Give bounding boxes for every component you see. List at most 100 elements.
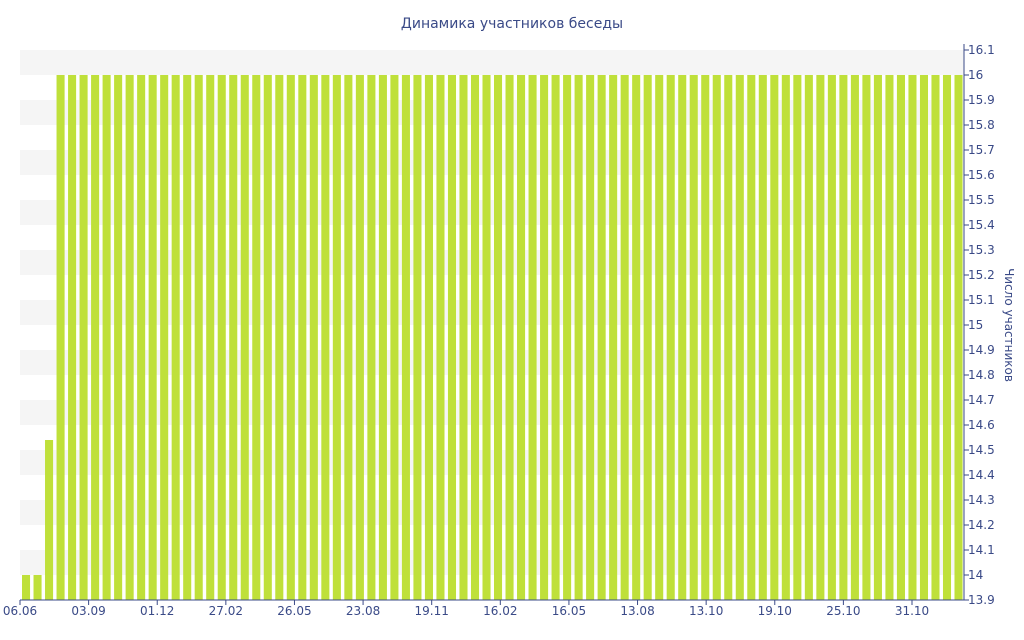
bar — [33, 575, 42, 600]
x-axis-ticks: 06.06 03.09 01.12 27.02 26.05 23.08 19.11 16.02… — [3, 600, 929, 618]
bar — [896, 75, 905, 600]
y-tick-label: 14.1 — [968, 543, 995, 557]
bar — [597, 75, 606, 600]
y-tick-label: 16.1 — [968, 43, 995, 57]
x-tick-label: 27.02 — [209, 604, 243, 618]
bar — [701, 75, 710, 600]
bar — [678, 75, 687, 600]
bar — [839, 75, 848, 600]
bar — [263, 75, 272, 600]
bar — [240, 75, 249, 600]
y-tick-label: 14.4 — [968, 468, 995, 482]
bar — [401, 75, 410, 600]
bar — [735, 75, 744, 600]
bar — [793, 75, 802, 600]
bar — [655, 75, 664, 600]
x-tick-label: 13.08 — [620, 604, 654, 618]
y-tick-label: 15.9 — [968, 93, 995, 107]
bar — [436, 75, 445, 600]
bar — [540, 75, 549, 600]
bar — [298, 75, 307, 600]
bar — [252, 75, 261, 600]
y-tick-label: 14.6 — [968, 418, 995, 432]
bar — [873, 75, 882, 600]
bar — [758, 75, 767, 600]
bar — [724, 75, 733, 600]
y-tick-label: 15.4 — [968, 218, 995, 232]
bar — [517, 75, 526, 600]
bar — [390, 75, 399, 600]
bar — [931, 75, 940, 600]
bar — [275, 75, 284, 600]
bar — [413, 75, 422, 600]
y-tick-label: 15.7 — [968, 143, 995, 157]
bar — [689, 75, 698, 600]
bar — [551, 75, 560, 600]
bar — [862, 75, 871, 600]
bar — [148, 75, 157, 600]
y-tick-label: 16 — [968, 68, 983, 82]
bar — [286, 75, 295, 600]
bar — [332, 75, 341, 600]
x-tick-label: 25.10 — [826, 604, 860, 618]
bar — [494, 75, 503, 600]
bar — [125, 75, 134, 600]
x-tick-label: 16.05 — [552, 604, 586, 618]
bar — [378, 75, 387, 600]
bar — [344, 75, 353, 600]
bar — [309, 75, 318, 600]
bar — [482, 75, 491, 600]
bar — [954, 75, 963, 600]
bar — [217, 75, 226, 600]
y-tick-label: 14.5 — [968, 443, 995, 457]
bar — [747, 75, 756, 600]
bar — [505, 75, 514, 600]
y-tick-label: 15.5 — [968, 193, 995, 207]
bar — [620, 75, 629, 600]
bar — [91, 75, 100, 600]
bar — [22, 575, 31, 600]
bar — [574, 75, 583, 600]
bar — [45, 440, 54, 600]
bar — [908, 75, 917, 600]
chart-title: Динамика участников беседы — [401, 16, 623, 32]
y-tick-label: 15.8 — [968, 118, 995, 132]
y-tick-label: 14.7 — [968, 393, 995, 407]
x-tick-label: 16.02 — [483, 604, 517, 618]
bar — [321, 75, 330, 600]
bar — [816, 75, 825, 600]
bar — [470, 75, 480, 600]
bar — [459, 75, 468, 600]
y-axis-label: Число участников — [1002, 268, 1016, 382]
y-tick-label: 14 — [968, 568, 983, 582]
y-axis-ticks: 13.9 14 14.1 14.2 14.3 14.4 14.5 14.6 14.7 14.8 14… — [964, 43, 995, 607]
x-tick-label: 26.05 — [277, 604, 311, 618]
y-tick-label: 14.8 — [968, 368, 995, 382]
bar — [79, 75, 88, 600]
grid-band — [20, 50, 964, 75]
bar — [171, 75, 180, 600]
y-tick-label: 13.9 — [968, 593, 995, 607]
bar — [885, 75, 894, 600]
bar — [367, 75, 376, 600]
y-tick-label: 14.3 — [968, 493, 995, 507]
bar — [56, 75, 65, 600]
bar — [528, 75, 537, 600]
bar — [114, 75, 123, 600]
bar — [160, 75, 169, 600]
bar — [424, 75, 433, 600]
bar — [586, 75, 595, 600]
bar — [850, 75, 859, 600]
x-tick-label: 19.11 — [415, 604, 449, 618]
x-tick-label: 19.10 — [758, 604, 792, 618]
y-tick-label: 14.2 — [968, 518, 995, 532]
bar — [804, 75, 813, 600]
bar — [137, 75, 146, 600]
bar — [643, 75, 652, 600]
y-tick-label: 14.9 — [968, 343, 995, 357]
bar — [919, 75, 929, 600]
y-tick-label: 15.2 — [968, 268, 995, 282]
bar — [229, 75, 238, 600]
bar — [194, 75, 203, 600]
